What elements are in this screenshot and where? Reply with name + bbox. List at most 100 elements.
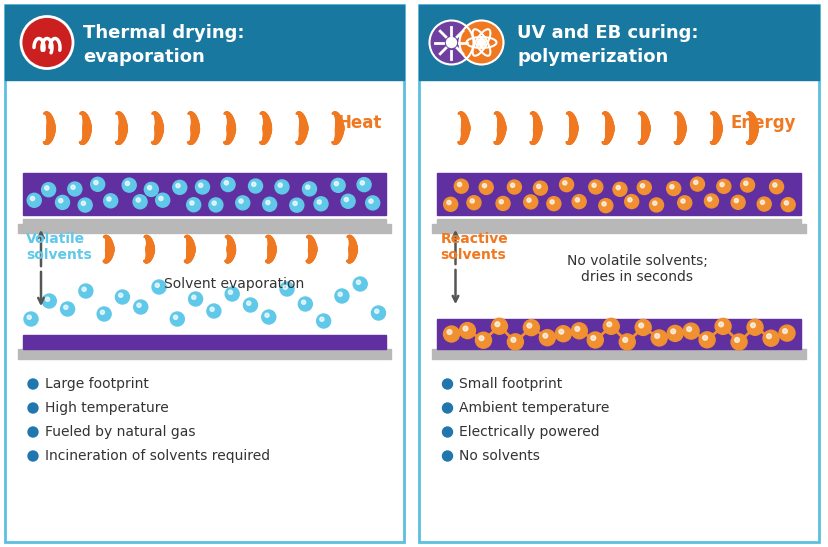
Circle shape	[60, 302, 75, 316]
Circle shape	[479, 181, 493, 194]
Bar	[432, 349, 805, 359]
Text: Incineration of solvents required: Incineration of solvents required	[45, 449, 270, 463]
Circle shape	[104, 194, 118, 208]
Circle shape	[100, 310, 104, 315]
Circle shape	[562, 181, 566, 185]
Circle shape	[522, 319, 539, 336]
Circle shape	[603, 318, 619, 334]
Circle shape	[360, 181, 364, 185]
Circle shape	[542, 333, 547, 338]
Circle shape	[601, 202, 605, 206]
Circle shape	[316, 314, 330, 328]
Circle shape	[133, 300, 147, 314]
Circle shape	[238, 199, 243, 203]
Circle shape	[778, 325, 794, 341]
Circle shape	[677, 196, 691, 210]
Circle shape	[640, 184, 644, 188]
Circle shape	[768, 180, 782, 194]
Circle shape	[718, 322, 723, 327]
Circle shape	[638, 323, 643, 328]
Circle shape	[68, 182, 82, 196]
Circle shape	[45, 186, 49, 190]
Circle shape	[442, 379, 452, 389]
Text: Electrically powered: Electrically powered	[459, 425, 599, 439]
Circle shape	[536, 184, 540, 189]
Circle shape	[459, 20, 503, 65]
Circle shape	[280, 282, 294, 296]
Circle shape	[90, 177, 104, 191]
Circle shape	[243, 298, 258, 312]
Circle shape	[634, 319, 651, 335]
Circle shape	[71, 185, 75, 189]
Circle shape	[365, 196, 379, 210]
Circle shape	[133, 195, 147, 209]
Circle shape	[494, 322, 499, 327]
Circle shape	[176, 183, 180, 188]
Circle shape	[136, 198, 140, 202]
Circle shape	[693, 181, 697, 184]
Circle shape	[527, 198, 531, 202]
Circle shape	[277, 183, 282, 187]
Circle shape	[170, 312, 184, 326]
Circle shape	[707, 197, 711, 201]
Circle shape	[469, 199, 474, 203]
Circle shape	[667, 325, 682, 341]
Circle shape	[357, 178, 371, 191]
Bar	[5, 5, 404, 80]
Circle shape	[353, 277, 367, 291]
Text: Reactive
solvents: Reactive solvents	[440, 232, 508, 262]
Circle shape	[651, 330, 667, 346]
Circle shape	[115, 290, 129, 304]
Text: UV and EB curing:: UV and EB curing:	[517, 24, 698, 42]
Circle shape	[442, 427, 452, 437]
Circle shape	[301, 300, 306, 304]
Circle shape	[491, 318, 507, 334]
Circle shape	[97, 307, 111, 321]
Circle shape	[612, 182, 626, 196]
Circle shape	[209, 198, 223, 212]
Circle shape	[340, 194, 354, 208]
Text: Thermal drying:: Thermal drying:	[83, 24, 244, 42]
Circle shape	[523, 195, 537, 209]
Circle shape	[225, 287, 239, 301]
Circle shape	[762, 330, 778, 346]
Circle shape	[24, 312, 38, 326]
Circle shape	[746, 319, 762, 335]
Circle shape	[31, 196, 35, 201]
Circle shape	[570, 323, 586, 339]
Circle shape	[669, 185, 673, 189]
Circle shape	[495, 196, 509, 211]
Circle shape	[302, 182, 316, 196]
Circle shape	[507, 334, 522, 350]
Circle shape	[739, 178, 753, 192]
Circle shape	[28, 379, 38, 389]
Circle shape	[698, 332, 715, 348]
Circle shape	[670, 329, 675, 334]
Circle shape	[558, 329, 563, 334]
Circle shape	[443, 197, 457, 211]
Circle shape	[574, 327, 579, 331]
Circle shape	[144, 182, 158, 196]
Circle shape	[719, 183, 724, 187]
Circle shape	[479, 336, 484, 341]
Circle shape	[79, 284, 93, 298]
Circle shape	[482, 184, 486, 188]
Circle shape	[559, 178, 573, 191]
Circle shape	[766, 334, 771, 339]
Circle shape	[156, 193, 170, 207]
Circle shape	[78, 198, 92, 212]
Circle shape	[209, 307, 214, 311]
Circle shape	[666, 182, 680, 195]
Circle shape	[619, 334, 634, 350]
Circle shape	[780, 197, 794, 212]
Circle shape	[118, 293, 123, 298]
Circle shape	[734, 199, 738, 203]
Circle shape	[356, 280, 360, 284]
Circle shape	[266, 200, 270, 205]
Text: High temperature: High temperature	[45, 401, 169, 415]
Bar	[23, 219, 386, 231]
Circle shape	[637, 181, 651, 195]
Bar	[23, 335, 386, 349]
Circle shape	[82, 287, 86, 292]
Circle shape	[730, 195, 744, 210]
